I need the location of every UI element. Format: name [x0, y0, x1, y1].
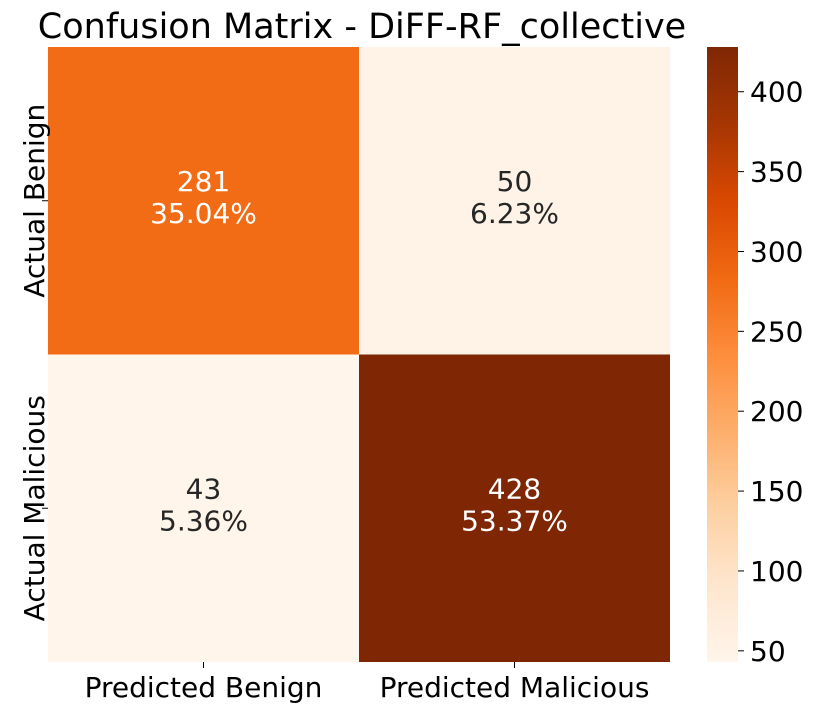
- cell-percent-label: 35.04%: [150, 197, 257, 230]
- y-axis: Actual Benign Actual Malicious: [18, 104, 51, 622]
- colorbar-tick-label: 300: [750, 235, 803, 268]
- colorbar-tick-label: 150: [750, 475, 803, 508]
- chart-title: Confusion Matrix - DiFF-RF_collective: [38, 7, 686, 47]
- heatmap-cell: [359, 47, 670, 355]
- colorbar-ticks: 50 100 150 200 250 300 350 400: [738, 76, 803, 668]
- heatmap-cell: [359, 354, 670, 662]
- cell-count-label: 50: [497, 165, 533, 198]
- x-axis: Predicted Benign Predicted Malicious: [85, 662, 650, 704]
- cell-count-label: 43: [186, 472, 222, 505]
- heatmap-cell: [48, 354, 359, 662]
- cell-count-label: 428: [488, 472, 541, 505]
- colorbar-tick-label: 250: [750, 315, 803, 348]
- colorbar-tick-label: 200: [750, 395, 803, 428]
- cell-count-label: 281: [177, 165, 230, 198]
- x-tick-label: Predicted Malicious: [380, 671, 650, 704]
- cell-percent-label: 5.36%: [159, 504, 248, 537]
- colorbar: [707, 47, 738, 662]
- cell-percent-label: 53.37%: [461, 504, 568, 537]
- colorbar-tick-label: 50: [750, 635, 786, 668]
- y-tick-label: Actual Malicious: [18, 395, 51, 621]
- colorbar-tick-label: 350: [750, 156, 803, 189]
- cell-percent-label: 6.23%: [470, 197, 559, 230]
- heatmap-cell: [48, 47, 359, 355]
- x-tick-label: Predicted Benign: [85, 671, 323, 704]
- colorbar-tick-label: 400: [750, 76, 803, 109]
- y-tick-label: Actual Benign: [18, 104, 51, 298]
- colorbar-tick-label: 100: [750, 555, 803, 588]
